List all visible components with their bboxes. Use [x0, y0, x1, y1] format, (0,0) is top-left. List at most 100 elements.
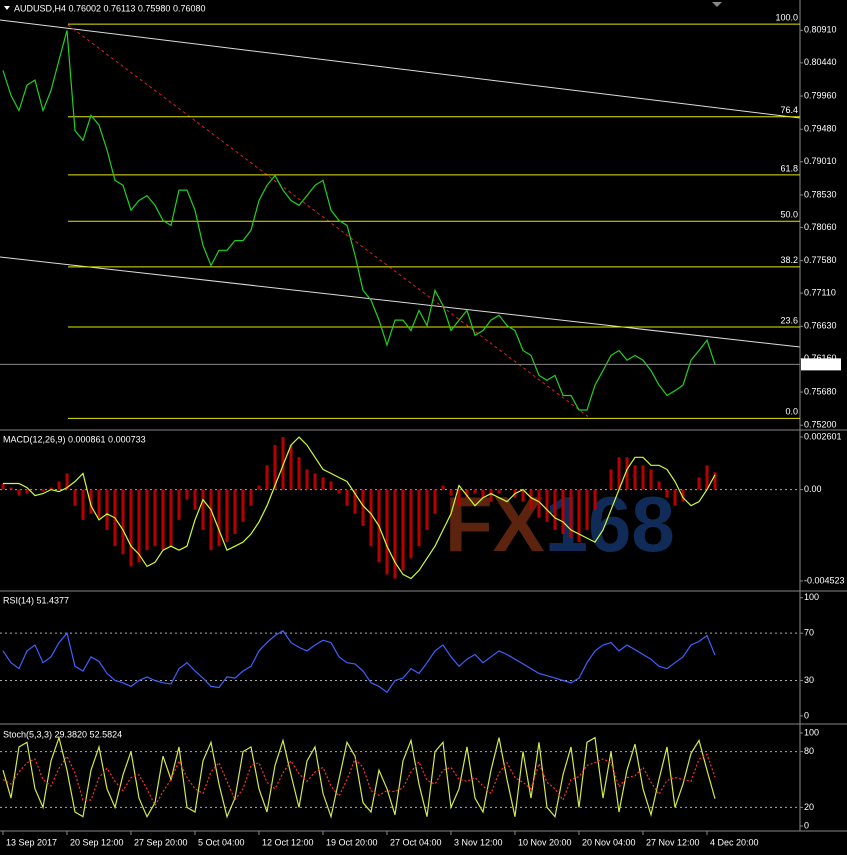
last-price-label: 0.76080 — [804, 359, 837, 369]
fib-label: 23.6 — [780, 315, 798, 325]
histogram-bar — [449, 489, 453, 496]
histogram-bar — [1, 483, 5, 490]
y-tick-label: 100 — [804, 727, 819, 737]
histogram-bar — [521, 489, 525, 502]
histogram-bar — [409, 489, 413, 559]
histogram-bar — [385, 489, 389, 575]
histogram-bar — [489, 489, 493, 502]
histogram-bar — [281, 437, 285, 490]
histogram-bar — [249, 489, 253, 506]
histogram-bar — [633, 465, 637, 490]
y-tick-label: 0.76630 — [804, 321, 837, 331]
histogram-bar — [81, 489, 85, 520]
histogram-bar — [57, 481, 61, 490]
histogram-bar — [289, 445, 293, 490]
histogram-bar — [41, 489, 45, 492]
histogram-bar — [649, 469, 653, 490]
y-tick-label: 20 — [804, 802, 814, 812]
histogram-bar — [273, 445, 277, 490]
histogram-bar — [17, 489, 21, 496]
histogram-bar — [345, 489, 349, 506]
y-tick-label: 0 — [804, 710, 809, 720]
y-tick-label: 80 — [804, 746, 814, 756]
series-line — [2, 735, 716, 819]
histogram-bar — [393, 489, 397, 579]
y-tick-label: 0.00 — [804, 484, 822, 494]
histogram-bar — [361, 489, 365, 526]
y-tick-label: 70 — [804, 628, 814, 638]
histogram-bar — [89, 489, 93, 514]
histogram-bar — [193, 489, 197, 510]
y-tick-label: 0.75680 — [804, 386, 837, 396]
histogram-bar — [537, 489, 541, 518]
x-tick-label: 5 Oct 04:00 — [198, 837, 245, 847]
x-tick-label: 3 Nov 12:00 — [454, 837, 503, 847]
histogram-bar — [321, 477, 325, 490]
histogram-bar — [337, 489, 341, 494]
histogram-bar — [673, 489, 677, 506]
x-tick-label: 13 Sep 2017 — [6, 837, 57, 847]
x-tick-label: 27 Nov 12:00 — [646, 837, 700, 847]
series-line — [2, 30, 716, 411]
histogram-bar — [561, 489, 565, 535]
histogram-bar — [65, 473, 69, 490]
histogram-bar — [681, 489, 685, 502]
histogram-bar — [465, 489, 469, 498]
fib-label: 76.4 — [780, 105, 798, 115]
histogram-bar — [593, 489, 597, 510]
histogram-bar — [169, 489, 173, 547]
y-tick-label: 0.77580 — [804, 255, 837, 265]
x-tick-label: 20 Nov 04:00 — [582, 837, 636, 847]
histogram-bar — [553, 489, 557, 530]
histogram-bar — [665, 489, 669, 498]
watermark: FX168 — [445, 480, 675, 568]
histogram-bar — [25, 489, 29, 494]
scroll-arrow — [712, 2, 722, 7]
y-tick-label: 0.78530 — [804, 189, 837, 199]
fib-label: 100.0 — [775, 13, 798, 23]
histogram-bar — [401, 489, 405, 571]
x-tick-label: 12 Oct 12:00 — [262, 837, 314, 847]
y-tick-label: 0.79010 — [804, 156, 837, 166]
y-tick-label: 0.78060 — [804, 222, 837, 232]
chart-header: AUDUSD,H4 0.76002 0.76113 0.75980 0.7608… — [14, 3, 205, 13]
histogram-bar — [185, 489, 189, 500]
x-tick-label: 20 Sep 12:00 — [70, 837, 124, 847]
histogram-bar — [457, 489, 461, 506]
histogram-bar — [641, 465, 645, 490]
histogram-bar — [201, 489, 205, 530]
stoch-title: Stoch(5,3,3) 29.3820 52.5824 — [3, 729, 122, 739]
histogram-bar — [121, 489, 125, 555]
histogram-bar — [209, 489, 213, 551]
histogram-bar — [529, 489, 533, 510]
x-tick-label: 10 Nov 20:00 — [518, 837, 572, 847]
histogram-bar — [145, 489, 149, 551]
x-tick-label: 27 Sep 20:00 — [134, 837, 188, 847]
histogram-bar — [297, 457, 301, 490]
fib-label: 0.0 — [785, 407, 798, 417]
histogram-bar — [73, 489, 77, 506]
fib-label: 50.0 — [780, 210, 798, 220]
x-tick-label: 19 Oct 20:00 — [326, 837, 378, 847]
histogram-bar — [257, 485, 261, 490]
channel-upper — [0, 19, 801, 119]
histogram-bar — [153, 489, 157, 547]
histogram-bar — [177, 489, 181, 520]
y-tick-label: -0.004523 — [804, 575, 845, 585]
series-line — [2, 753, 716, 807]
y-tick-label: 0.79960 — [804, 90, 837, 100]
histogram-bar — [545, 489, 549, 522]
histogram-bar — [305, 469, 309, 490]
histogram-bar — [9, 487, 13, 490]
histogram-bar — [353, 489, 357, 514]
histogram-bar — [497, 489, 501, 494]
histogram-bar — [313, 473, 317, 490]
histogram-bar — [161, 489, 165, 551]
histogram-bar — [49, 487, 53, 490]
y-tick-label: 0.76160 — [804, 353, 837, 363]
histogram-bar — [577, 489, 581, 543]
y-tick-label: 0.80440 — [804, 57, 837, 67]
